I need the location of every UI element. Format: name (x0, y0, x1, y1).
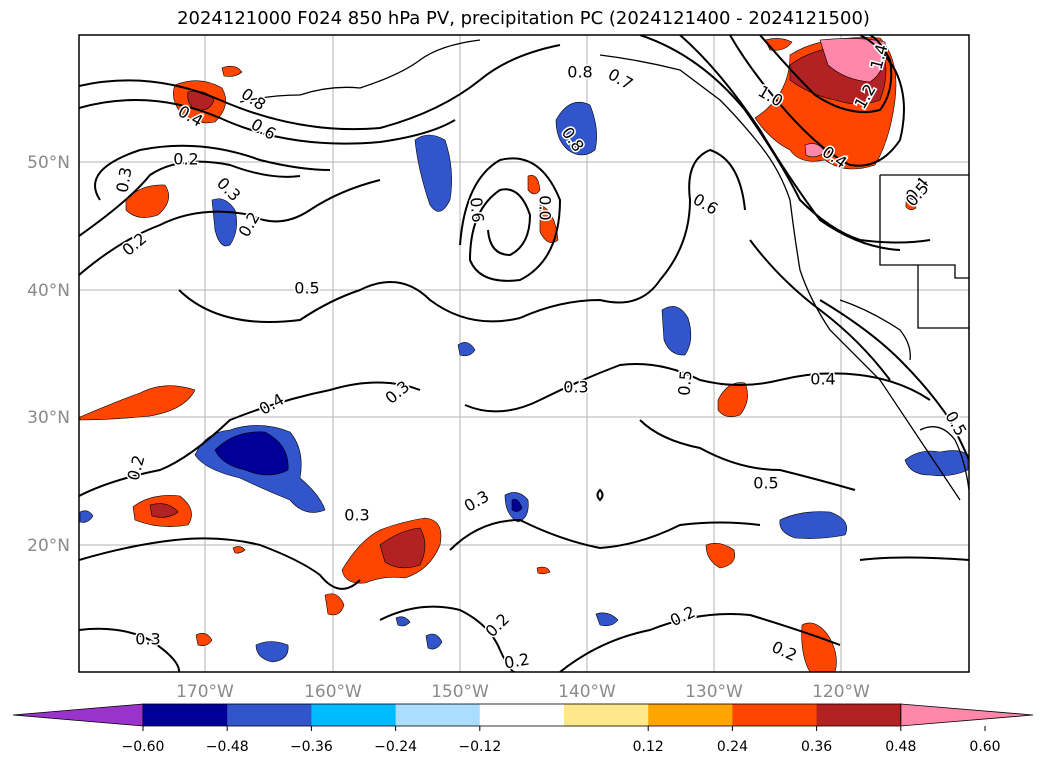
contour-label: 0.3 (344, 506, 369, 525)
lon-tick-labels: 170°W 160°W 150°W 140°W 130°W 120°W (176, 682, 870, 702)
contour-label: 0.5 (753, 474, 778, 493)
colorbar-tick-label: 0.36 (801, 739, 832, 755)
colorbar-labels: −0.60 −0.48 −0.36 −0.24 −0.12 0.12 0.24 0.36 0.4… (122, 726, 1001, 755)
colorbar-tick-label: −0.60 (122, 739, 165, 755)
contour-label: 0.2 (173, 150, 198, 169)
lat-tick-labels: 50°N 40°N 30°N 20°N (27, 153, 70, 556)
pv-contours (79, 35, 969, 672)
map-panel (79, 35, 969, 672)
lat-tick-20n: 20°N (27, 536, 70, 556)
lon-tick-170w: 170°W (176, 682, 234, 702)
precip-negative-fills (79, 101, 969, 663)
colorbar-segment (732, 704, 818, 726)
colorbar-tick-label: 0.48 (885, 739, 916, 755)
precip-positive-fills (79, 37, 917, 672)
colorbar-tick-label: −0.24 (374, 739, 417, 755)
contour-label: 0.0 (536, 195, 555, 220)
colorbar-extend-low (12, 703, 144, 727)
colorbar-segment (143, 704, 228, 726)
contour-label: 0.2 (503, 649, 531, 672)
map-frame (78, 34, 970, 673)
colorbar-tick-label: −0.12 (458, 739, 501, 755)
contour-label: 0.4 (810, 370, 835, 389)
contour-label: 0.8 (567, 63, 592, 82)
contour-label: 0.3 (563, 378, 588, 397)
colorbar-segment (816, 704, 902, 726)
colorbar (12, 703, 1034, 727)
gridlines (79, 35, 969, 672)
coastlines (239, 39, 969, 501)
lon-tick-160w: 160°W (304, 682, 362, 702)
contour-label: 0.6 (466, 196, 487, 223)
colorbar-tick-label: 0.60 (969, 739, 1000, 755)
colorbar-tick-label: −0.36 (290, 739, 333, 755)
colorbar-segment (311, 704, 397, 726)
colorbar-segment (395, 704, 481, 726)
lat-tick-30n: 30°N (27, 408, 70, 428)
map-title: 2024121000 F024 850 hPa PV, precipitatio… (177, 8, 870, 29)
lat-tick-50n: 50°N (27, 153, 70, 173)
lon-tick-150w: 150°W (431, 682, 489, 702)
contour-label: 0.5 (294, 279, 319, 298)
colorbar-extend-high (900, 703, 1034, 727)
lon-tick-130w: 130°W (685, 682, 743, 702)
colorbar-segment (648, 704, 733, 726)
lat-tick-40n: 40°N (27, 281, 70, 301)
colorbar-segment (564, 704, 649, 726)
lon-tick-140w: 140°W (558, 682, 616, 702)
colorbar-tick-label: 0.24 (717, 739, 748, 755)
contour-label: 0.5 (674, 369, 695, 396)
colorbar-tick-label: 0.12 (633, 739, 664, 755)
lon-tick-120w: 120°W (812, 682, 870, 702)
colorbar-frame (142, 703, 902, 727)
contour-label: 0.3 (135, 630, 160, 649)
colorbar-tick-label: −0.48 (206, 739, 249, 755)
colorbar-segment (479, 704, 565, 726)
colorbar-segment (227, 704, 312, 726)
